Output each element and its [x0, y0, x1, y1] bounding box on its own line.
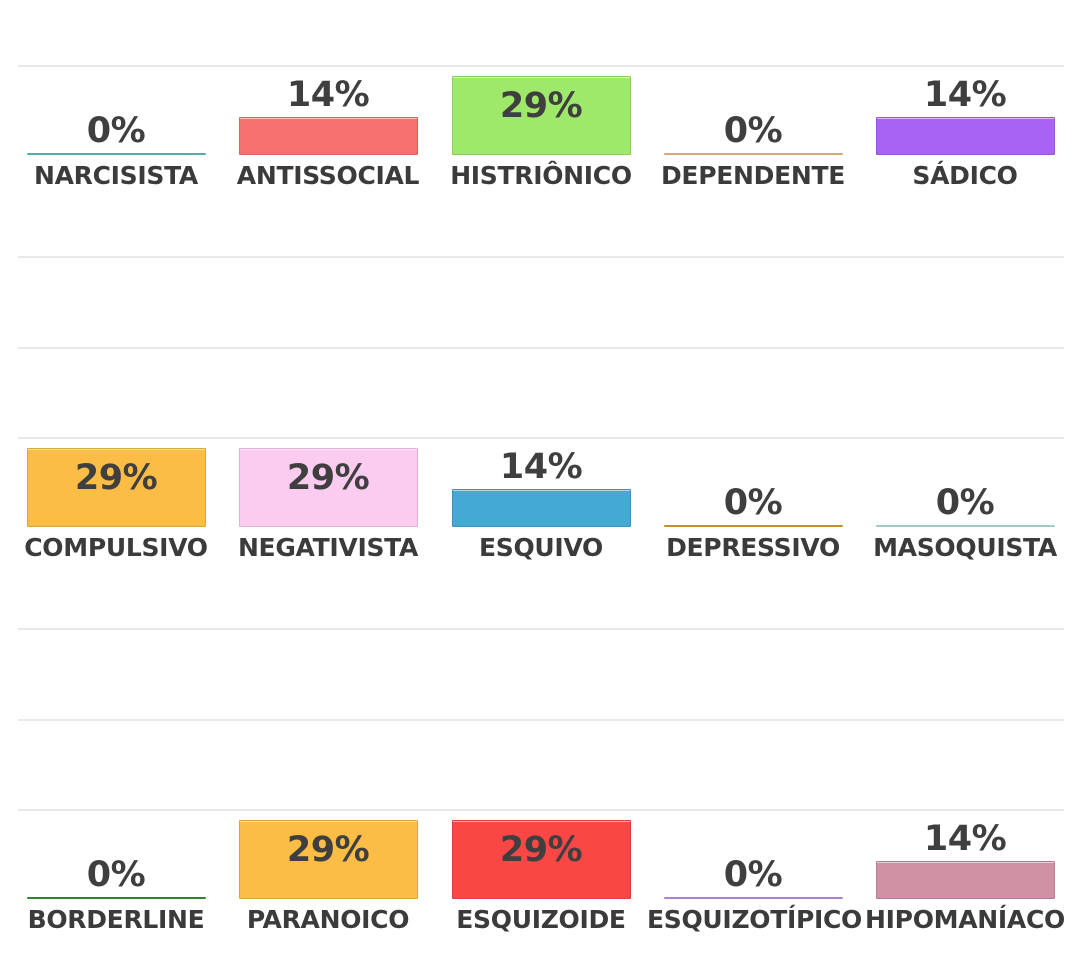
gridline [18, 628, 1064, 630]
gridline [18, 719, 1064, 721]
data-label: 0% [86, 855, 146, 895]
data-label: 29% [499, 86, 583, 126]
category-label: ESQUIZOIDE [456, 905, 626, 934]
data-label: 14% [923, 75, 1007, 115]
bar [27, 448, 206, 527]
category-label: HIPOMANÍACO [865, 905, 1065, 934]
bar [452, 820, 631, 899]
category-label: DEPRESSIVO [666, 533, 840, 562]
bar [664, 525, 843, 527]
bar [27, 897, 206, 899]
bar [664, 897, 843, 899]
bar [876, 525, 1055, 527]
bar [452, 76, 631, 155]
bar [876, 117, 1055, 155]
data-label: 29% [74, 458, 158, 498]
gridline [18, 437, 1064, 439]
data-label: 29% [499, 830, 583, 870]
gridline [18, 65, 1064, 67]
data-label: 14% [923, 819, 1007, 859]
data-label: 0% [723, 111, 783, 151]
category-label: BORDERLINE [27, 905, 205, 934]
category-label: HISTRIÔNICO [450, 161, 632, 190]
category-label: SÁDICO [912, 161, 1018, 190]
gridline [18, 347, 1064, 349]
data-label: 29% [286, 830, 370, 870]
category-label: ANTISSOCIAL [236, 161, 420, 190]
gridline [18, 809, 1064, 811]
category-label: NEGATIVISTA [237, 533, 419, 562]
bar [239, 448, 418, 527]
category-label: PARANOICO [246, 905, 410, 934]
category-label: ESQUIVO [479, 533, 603, 562]
category-label: MASOQUISTA [873, 533, 1057, 562]
category-label: ESQUIZOTÍPICO [647, 905, 862, 934]
data-label: 29% [286, 458, 370, 498]
category-label: DEPENDENTE [660, 161, 846, 190]
data-label: 0% [723, 483, 783, 523]
category-label: NARCISISTA [34, 161, 198, 190]
bar [239, 117, 418, 155]
bar [452, 489, 631, 527]
bar [239, 820, 418, 899]
gridline [18, 256, 1064, 258]
data-label: 0% [86, 111, 146, 151]
data-label: 14% [499, 447, 583, 487]
bar [664, 153, 843, 155]
bar [876, 861, 1055, 899]
data-label: 0% [723, 855, 783, 895]
data-label: 0% [935, 483, 995, 523]
bar [27, 153, 206, 155]
data-label: 14% [286, 75, 370, 115]
category-label: COMPULSIVO [24, 533, 208, 562]
